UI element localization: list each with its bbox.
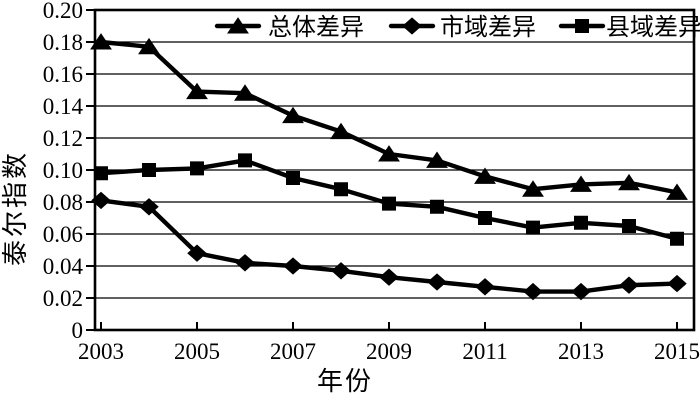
- legend-label-overall: 总体差异: [268, 14, 364, 41]
- y-axis-title: 泰尔指数: [1, 150, 30, 267]
- marker-triangle-overall: [666, 183, 688, 200]
- marker-square-county: [478, 211, 492, 225]
- marker-triangle-overall: [618, 173, 640, 191]
- marker-diamond-city: [331, 262, 351, 280]
- x-tick-label: 2013: [558, 339, 604, 364]
- legend-diamond-icon: [402, 17, 422, 35]
- y-tick-label: 0.02: [43, 286, 83, 311]
- marker-square-county: [574, 215, 588, 230]
- marker-triangle-overall: [138, 37, 160, 55]
- marker-diamond-city: [139, 198, 159, 216]
- x-tick-label: 2003: [78, 339, 124, 364]
- marker-triangle-overall: [330, 122, 352, 140]
- x-tick-label: 2009: [366, 339, 412, 364]
- marker-diamond-city: [475, 278, 495, 296]
- marker-square-county: [238, 153, 252, 168]
- x-tick-label: 2015: [654, 339, 700, 364]
- legend-label-city: 市域差异: [440, 14, 536, 41]
- marker-triangle-overall: [186, 82, 208, 100]
- marker-diamond-city: [667, 274, 687, 293]
- marker-square-county: [286, 171, 300, 185]
- y-tick-label: 0.08: [43, 190, 83, 215]
- marker-square-county: [670, 231, 684, 246]
- marker-square-county: [622, 219, 636, 233]
- marker-triangle-overall: [522, 180, 544, 197]
- marker-square-county: [382, 196, 396, 211]
- y-tick-label: 0.06: [43, 222, 83, 247]
- marker-triangle-overall: [378, 145, 400, 162]
- marker-diamond-city: [523, 282, 543, 301]
- marker-diamond-city: [427, 273, 447, 291]
- marker-diamond-city: [235, 254, 255, 272]
- marker-diamond-city: [571, 282, 591, 301]
- marker-diamond-city: [283, 257, 303, 275]
- marker-diamond-city: [379, 268, 399, 286]
- marker-square-county: [94, 166, 108, 181]
- marker-square-county: [142, 163, 156, 177]
- marker-triangle-overall: [282, 106, 304, 124]
- marker-square-county: [190, 161, 204, 176]
- marker-triangle-overall: [234, 84, 256, 101]
- y-tick-label: 0.04: [43, 254, 84, 279]
- y-tick-label: 0.20: [43, 0, 83, 23]
- y-tick-label: 0.12: [43, 126, 83, 151]
- marker-triangle-overall: [426, 151, 448, 168]
- y-tick-label: 0.14: [43, 94, 84, 119]
- marker-square-county: [526, 220, 540, 235]
- marker-triangle-overall: [90, 33, 112, 50]
- x-tick-label: 2007: [270, 339, 316, 364]
- marker-diamond-city: [187, 244, 207, 262]
- marker-triangle-overall: [570, 175, 592, 192]
- legend-square-icon: [575, 19, 589, 33]
- marker-diamond-city: [619, 276, 639, 294]
- x-tick-label: 2011: [462, 339, 507, 364]
- marker-triangle-overall: [474, 167, 496, 184]
- legend-label-county: 县域差异: [606, 14, 700, 41]
- legend-triangle-icon: [227, 17, 249, 34]
- marker-diamond-city: [91, 191, 111, 210]
- y-tick-label: 0: [72, 318, 84, 343]
- marker-square-county: [430, 199, 444, 214]
- marker-square-county: [334, 182, 348, 197]
- x-axis-title: 年份: [316, 367, 373, 396]
- y-tick-label: 0.10: [43, 158, 83, 183]
- y-tick-label: 0.18: [43, 30, 83, 55]
- x-tick-label: 2005: [174, 339, 220, 364]
- y-tick-label: 0.16: [43, 62, 83, 87]
